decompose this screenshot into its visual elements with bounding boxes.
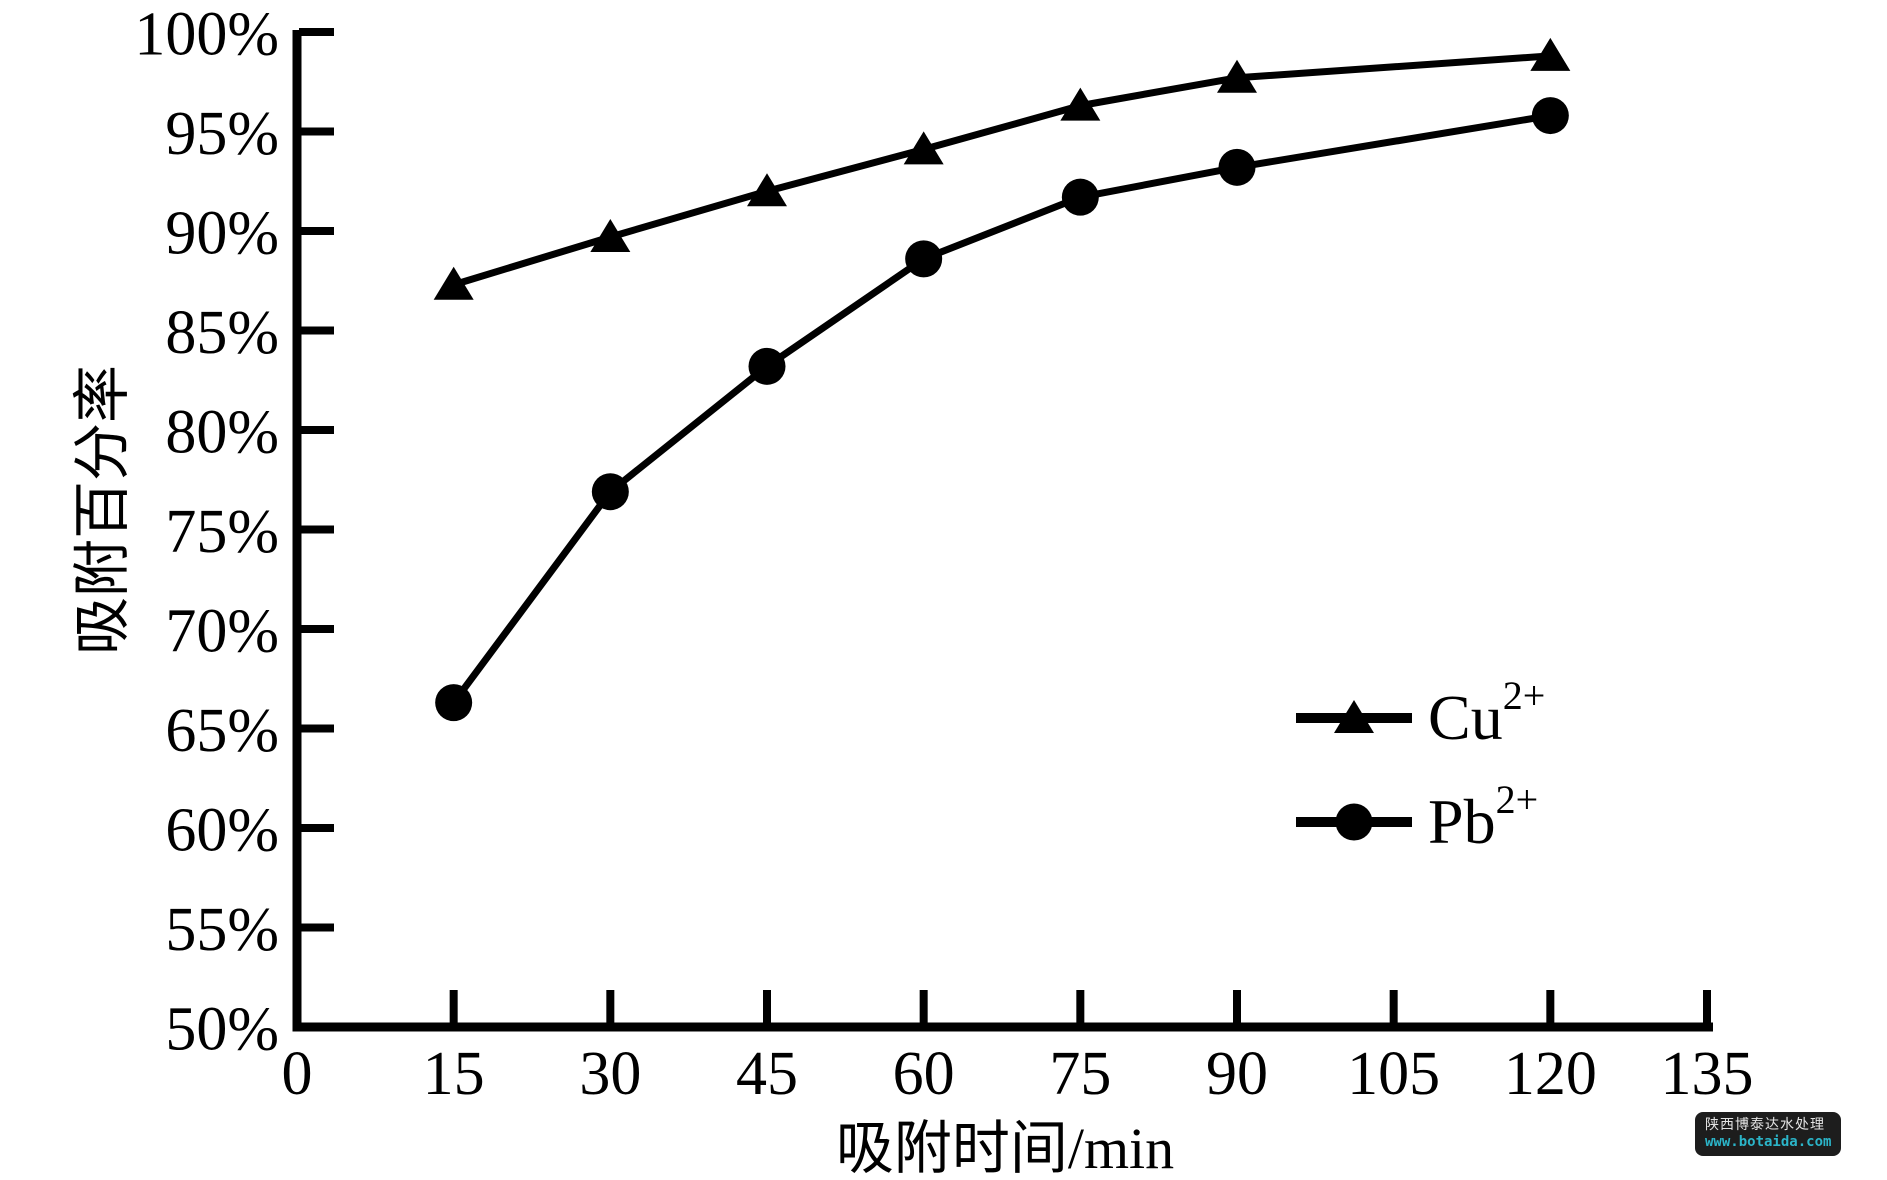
x-tick-label-120: 120 <box>1504 1040 1597 1108</box>
y-tick-label-80: 80% <box>165 398 279 466</box>
series-line-Pb2+ <box>450 112 1551 705</box>
series-marker-Pb2+-120 <box>1531 97 1569 135</box>
x-tick-label-60: 60 <box>893 1040 955 1108</box>
legend-label-Pb2+: Pb2+ <box>1428 777 1538 857</box>
series-marker-Cu2+-120 <box>1530 37 1571 71</box>
series-marker-Pb2+-15 <box>435 684 473 722</box>
x-tick-label-90: 90 <box>1206 1040 1268 1108</box>
series-marker-Pb2+-30 <box>591 473 629 511</box>
y-tick-label-70: 70% <box>165 597 279 665</box>
series-marker-Cu2+-90 <box>1217 59 1257 93</box>
series-marker-Cu2+-45 <box>747 173 787 207</box>
watermark-company-text: 陕西博泰达水处理 <box>1705 1116 1825 1132</box>
watermark-url-text: www.botaida.com <box>1705 1133 1832 1150</box>
y-tick-label-65: 65% <box>165 697 279 765</box>
legend-marker-Cu2+ <box>1334 700 1374 733</box>
series-marker-Pb2+-75 <box>1061 178 1099 216</box>
y-tick-label-100: 100% <box>134 0 279 68</box>
series-marker-Cu2+-30 <box>590 218 631 252</box>
y-tick-label-85: 85% <box>165 299 279 367</box>
series-marker-Cu2+-60 <box>903 131 944 165</box>
series-marker-Pb2+-60 <box>905 240 943 278</box>
x-axis-title: 吸附时间/min <box>835 1116 1175 1180</box>
x-tick-label-75: 75 <box>1049 1040 1111 1108</box>
y-tick-label-60: 60% <box>165 796 279 864</box>
series-marker-Cu2+-75 <box>1060 87 1101 121</box>
x-tick-label-30: 30 <box>579 1040 641 1108</box>
series-marker-Pb2+-90 <box>1218 148 1256 186</box>
y-tick-label-90: 90% <box>165 199 279 267</box>
x-tick-label-15: 15 <box>423 1040 485 1108</box>
y-axis-title: 吸附百分率 <box>70 364 135 656</box>
y-tick-label-75: 75% <box>165 498 279 566</box>
x-tick-label-105: 105 <box>1347 1040 1440 1108</box>
series-marker-Cu2+-15 <box>433 266 474 300</box>
series-marker-Pb2+-45 <box>748 347 786 385</box>
x-tick-label-0: 0 <box>282 1040 313 1108</box>
legend-label-Cu2+: Cu2+ <box>1428 673 1545 753</box>
y-tick-label-50: 50% <box>165 995 279 1063</box>
y-tick-label-95: 95% <box>165 100 279 168</box>
watermark: 陕西博泰达水处理 www.botaida.com <box>1695 1112 1842 1156</box>
x-tick-label-135: 135 <box>1661 1040 1754 1108</box>
x-tick-label-45: 45 <box>736 1040 798 1108</box>
y-tick-label-55: 55% <box>165 896 279 964</box>
legend-marker-Pb2+ <box>1335 803 1373 841</box>
